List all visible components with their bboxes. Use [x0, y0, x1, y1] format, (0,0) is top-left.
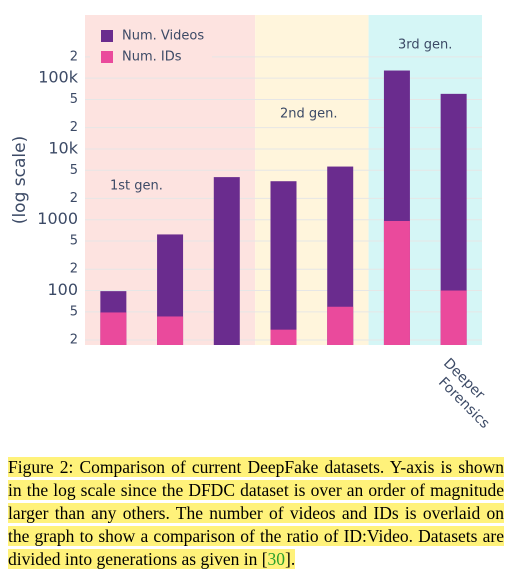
legend-swatch — [101, 30, 113, 42]
generation-label: 3rd gen. — [398, 38, 452, 53]
caption-ref: 30 — [267, 549, 286, 569]
chart: 1st gen. 2nd gen. 3rd gen. 2 5 100 2 5 1000 2 5 10k… — [10, 15, 505, 432]
y-tick-label: 2 — [70, 333, 78, 348]
y-tick-label: 5 — [70, 163, 78, 178]
bar — [327, 306, 354, 345]
generation-label: 1st gen. — [110, 179, 163, 194]
y-tick-label: 100 — [47, 280, 78, 299]
y-tick-label: 5 — [70, 234, 78, 249]
y-tick-label: 10k — [48, 138, 78, 157]
bar — [270, 329, 297, 345]
bar — [440, 290, 467, 345]
y-tick-label: 5 — [70, 304, 78, 319]
bar — [383, 220, 410, 345]
y-tick-label: 2 — [70, 191, 78, 206]
caption: Figure 2: Comparison of current DeepFake… — [8, 456, 504, 571]
y-axis-label: (log scale) — [10, 136, 30, 224]
bar — [270, 181, 297, 345]
y-tick-label: 2 — [70, 49, 78, 64]
legend-label: Num. Videos — [122, 29, 204, 44]
y-tick-label: 100k — [38, 68, 79, 87]
legend-label: Num. IDs — [122, 50, 182, 65]
bar — [213, 177, 240, 345]
legend-swatch — [101, 51, 113, 63]
caption-text: Figure 2: Comparison of current DeepFake… — [8, 457, 504, 569]
caption-text: ]. — [285, 549, 296, 569]
generation-label: 2nd gen. — [280, 107, 338, 122]
bar — [157, 316, 184, 345]
bar — [100, 312, 127, 345]
y-tick-label: 2 — [70, 120, 78, 135]
x-tick-label: DeeperForensics — [428, 355, 505, 432]
y-tick-label: 1000 — [37, 209, 78, 228]
y-tick-label: 2 — [70, 262, 78, 277]
y-tick-label: 5 — [70, 92, 78, 107]
